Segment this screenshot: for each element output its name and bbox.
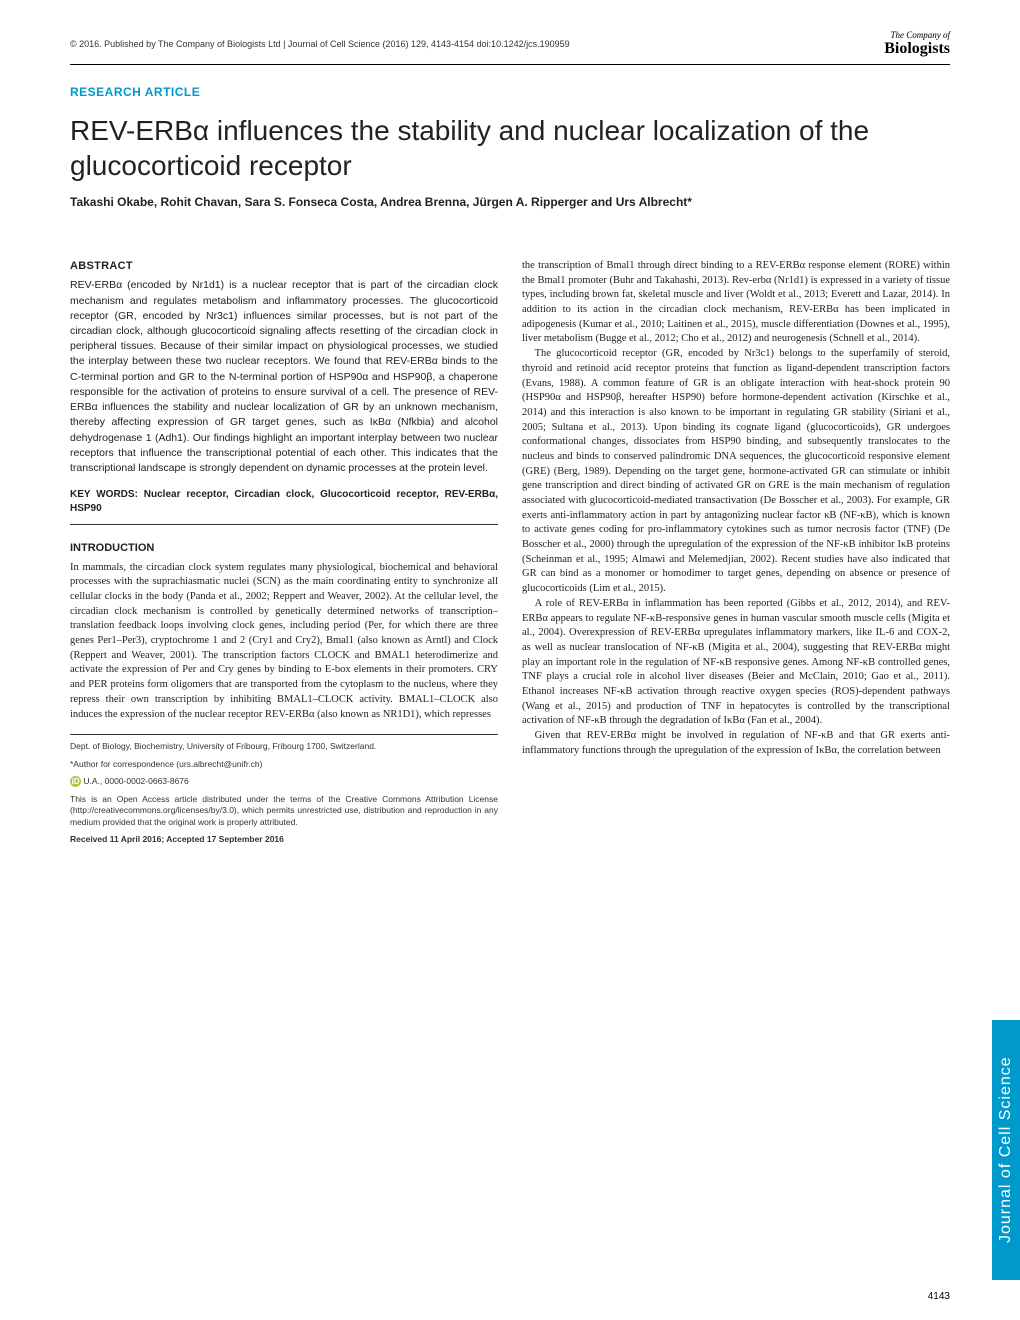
article-title: REV-ERBα influences the stability and nu… <box>70 113 950 183</box>
abstract-heading: ABSTRACT <box>70 259 498 274</box>
publisher-logo: The Company of Biologists <box>884 30 950 58</box>
affiliation: Dept. of Biology, Biochemistry, Universi… <box>70 741 498 752</box>
text-columns: ABSTRACT REV-ERBα (encoded by Nr1d1) is … <box>70 259 950 851</box>
logo-line-1: The Company of <box>884 30 950 40</box>
dates: Received 11 April 2016; Accepted 17 Sept… <box>70 834 498 845</box>
article-footer: Dept. of Biology, Biochemistry, Universi… <box>70 734 498 845</box>
intro-p1: In mammals, the circadian clock system r… <box>70 561 498 723</box>
page-header: © 2016. Published by The Company of Biol… <box>70 30 950 65</box>
left-column: ABSTRACT REV-ERBα (encoded by Nr1d1) is … <box>70 259 498 851</box>
journal-side-tab: Journal of Cell Science <box>992 1020 1020 1280</box>
orcid-line: iD U.A., 0000-0002-0663-8676 <box>70 776 498 787</box>
right-column: the transcription of Bmal1 through direc… <box>522 259 950 851</box>
orcid-icon: iD <box>70 776 81 787</box>
abstract-text: REV-ERBα (encoded by Nr1d1) is a nuclear… <box>70 278 498 476</box>
right-p3: A role of REV-ERBα in inflammation has b… <box>522 597 950 729</box>
right-p1: the transcription of Bmal1 through direc… <box>522 259 950 347</box>
author-list: Takashi Okabe, Rohit Chavan, Sara S. Fon… <box>70 195 950 209</box>
introduction-text: In mammals, the circadian clock system r… <box>70 561 498 723</box>
article-type: RESEARCH ARTICLE <box>70 85 950 99</box>
introduction-heading: INTRODUCTION <box>70 541 498 556</box>
license-text: This is an Open Access article distribut… <box>70 794 498 828</box>
correspondence: *Author for correspondence (urs.albrecht… <box>70 759 498 770</box>
right-p2: The glucocorticoid receptor (GR, encoded… <box>522 347 950 597</box>
keywords: KEY WORDS: Nuclear receptor, Circadian c… <box>70 488 498 525</box>
page-number: 4143 <box>928 1291 950 1302</box>
right-p4: Given that REV-ERBα might be involved in… <box>522 729 950 758</box>
logo-line-2: Biologists <box>884 40 950 58</box>
orcid-id: U.A., 0000-0002-0663-8676 <box>83 776 188 786</box>
header-copyright: © 2016. Published by The Company of Biol… <box>70 39 570 49</box>
